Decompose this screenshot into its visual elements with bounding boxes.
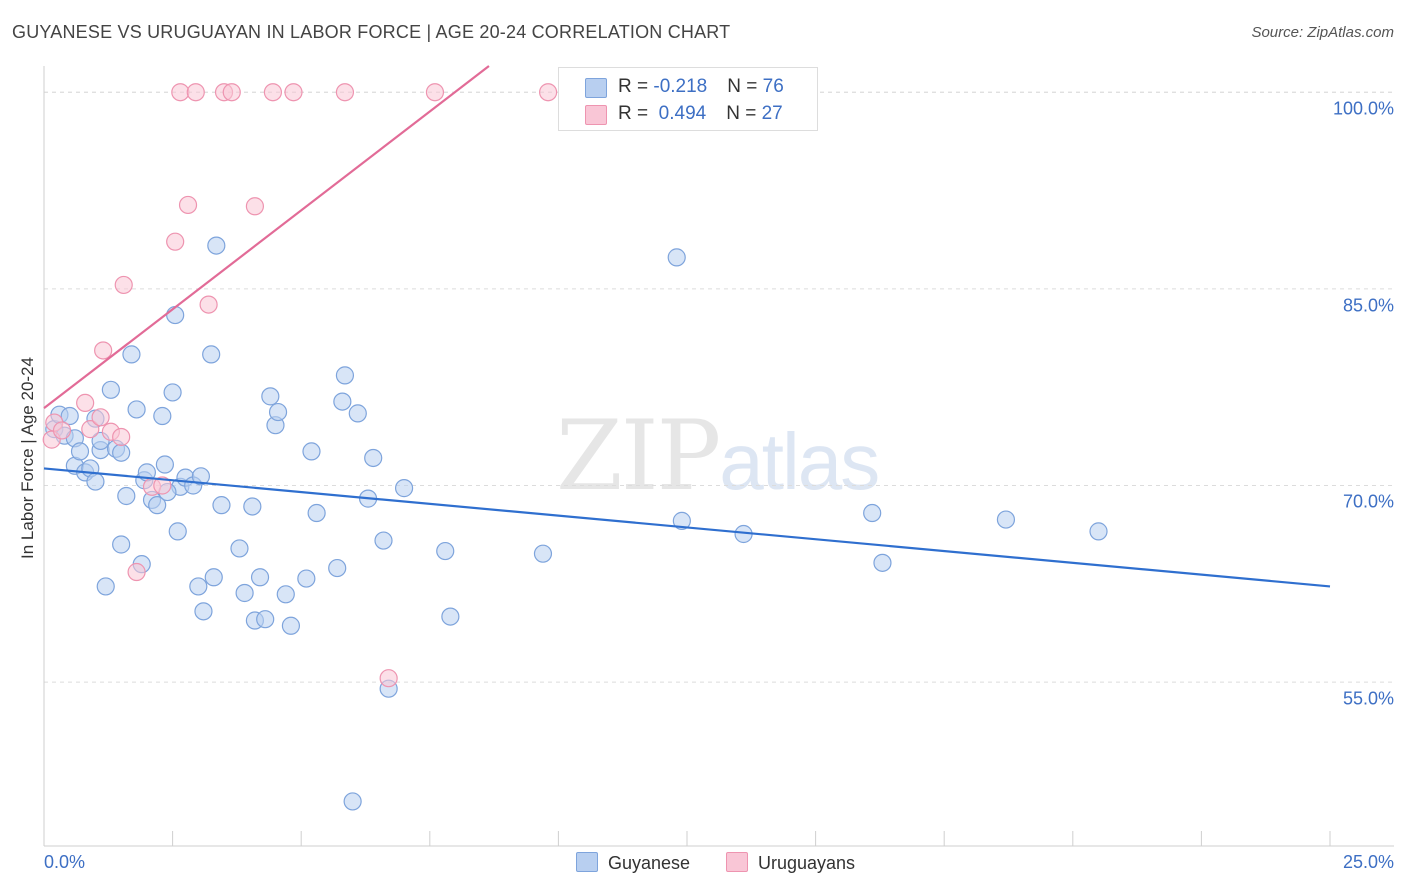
- guyanese-point: [307, 503, 326, 523]
- guyanese-point: [328, 558, 347, 578]
- guyanese-point: [276, 585, 295, 604]
- guyanese-swatch: [585, 78, 607, 98]
- uruguayans-point: [171, 83, 190, 102]
- guyanese-point: [667, 248, 686, 267]
- legend-item-guyanese: Guyanese: [576, 852, 690, 874]
- uruguayans-point: [76, 393, 95, 413]
- guyanese-point: [148, 496, 167, 515]
- uruguayans-point: [379, 669, 398, 688]
- guyanese-point: [1089, 522, 1108, 541]
- guyanese-point: [202, 345, 221, 364]
- guyanese-point: [436, 541, 455, 561]
- guyanese-trend-line: [43, 467, 1331, 588]
- uruguayans-point: [127, 562, 146, 582]
- uruguayans-point: [199, 295, 218, 314]
- uruguayans-point: [166, 232, 185, 251]
- guyanese-point: [70, 442, 90, 461]
- legend-item-uruguayans: Uruguayans: [726, 852, 855, 874]
- stats-legend: R = -0.218 N = 76 R = 0.494 N = 27: [558, 67, 818, 131]
- guyanese-point: [235, 583, 254, 603]
- y-tick-55: 55.0%: [1342, 688, 1394, 709]
- guyanese-point: [112, 535, 131, 554]
- guyanese-n-value: 76: [762, 76, 784, 97]
- uruguayans-point: [91, 408, 110, 427]
- guyanese-point: [204, 568, 223, 587]
- guyanese-point: [873, 553, 892, 572]
- guyanese-point: [394, 479, 414, 498]
- guyanese-point: [348, 404, 367, 423]
- y-tick-100: 100.0%: [1332, 98, 1394, 119]
- guyanese-point: [96, 577, 115, 596]
- guyanese-legend-label: Guyanese: [608, 853, 691, 873]
- guyanese-point: [166, 305, 185, 325]
- guyanese-point: [122, 345, 141, 364]
- guyanese-point: [250, 568, 270, 587]
- x-tick-right: 25.0%: [1342, 852, 1394, 872]
- guyanese-point: [207, 236, 226, 255]
- x-tick-left: 0.0%: [44, 852, 86, 872]
- uruguayans-point: [263, 83, 283, 102]
- uruguayans-point: [114, 275, 133, 295]
- uruguayans-point: [245, 197, 265, 216]
- guyanese-point: [302, 442, 321, 461]
- uruguayans-point: [539, 83, 558, 102]
- uruguayans-point: [52, 421, 72, 440]
- guyanese-point: [191, 467, 210, 486]
- guyanese-point: [101, 380, 120, 399]
- uruguayans-point: [222, 83, 241, 102]
- uruguayans-point: [153, 476, 172, 495]
- guyanese-point: [155, 455, 174, 474]
- guyanese-point: [533, 544, 553, 563]
- guyanese-legend-swatch: [576, 852, 598, 872]
- y-tick-70: 70.0%: [1342, 491, 1394, 512]
- guyanese-point: [230, 539, 249, 558]
- watermark: ZIPatlas: [556, 400, 880, 512]
- guyanese-point: [60, 406, 79, 426]
- guyanese-point: [112, 443, 131, 462]
- guyanese-point: [297, 569, 316, 588]
- guyanese-point: [153, 406, 172, 426]
- guyanese-point: [863, 503, 882, 523]
- uruguayans-swatch: [585, 105, 607, 125]
- uruguayans-n-value: 27: [761, 103, 783, 124]
- uruguayans-legend-label: Uruguayans: [758, 853, 856, 873]
- uruguayans-point: [335, 83, 355, 102]
- guyanese-point: [194, 602, 213, 621]
- uruguayans-point: [186, 83, 205, 102]
- guyanese-point: [163, 383, 182, 402]
- guyanese-point: [168, 522, 187, 541]
- guyanese-point: [343, 792, 362, 811]
- chart-title: GUYANESE VS URUGUAYAN IN LABOR FORCE | A…: [12, 22, 731, 42]
- source-label: Source: ZipAtlas.com: [1251, 24, 1394, 41]
- guyanese-point: [261, 387, 280, 406]
- guyanese-point: [281, 616, 301, 635]
- uruguayans-point: [112, 427, 131, 447]
- guyanese-point: [364, 448, 383, 468]
- guyanese-point: [256, 610, 275, 629]
- uruguayans-legend-swatch: [726, 852, 748, 872]
- guyanese-point: [212, 496, 231, 515]
- guyanese-point: [268, 402, 288, 422]
- uruguayans-point: [94, 341, 113, 360]
- uruguayans-point: [178, 195, 198, 215]
- guyanese-point: [441, 607, 460, 626]
- guyanese-point: [672, 511, 691, 530]
- guyanese-point: [189, 577, 208, 596]
- guyanese-point: [243, 497, 262, 516]
- guyanese-point: [127, 400, 146, 419]
- uruguayans-r-value: 0.494: [653, 103, 707, 124]
- guyanese-point: [86, 472, 105, 491]
- guyanese-r-value: -0.218: [653, 76, 708, 97]
- guyanese-point: [374, 531, 393, 550]
- uruguayans-point: [284, 83, 303, 102]
- guyanese-point: [117, 486, 136, 506]
- uruguayans-point: [81, 420, 100, 439]
- uruguayans-point: [425, 83, 445, 102]
- guyanese-point: [335, 366, 355, 385]
- uruguayans-trend-line: [43, 65, 490, 410]
- guyanese-point: [333, 392, 352, 411]
- guyanese-point: [996, 510, 1016, 529]
- y-tick-85: 85.0%: [1342, 295, 1394, 316]
